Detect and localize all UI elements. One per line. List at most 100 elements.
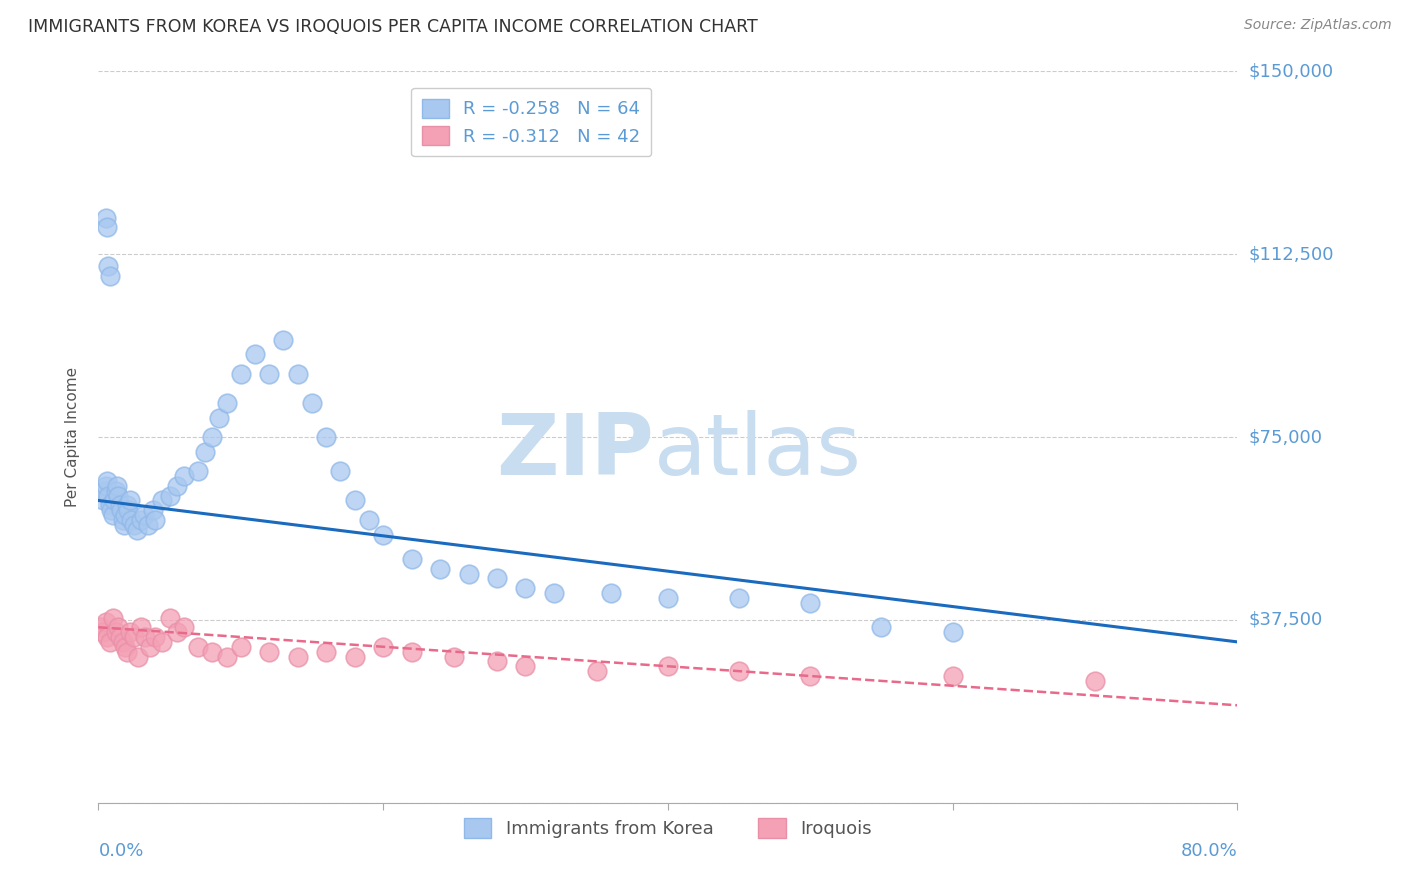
- Point: [115, 645, 138, 659]
- Point: [104, 483, 127, 498]
- Point: [287, 649, 309, 664]
- Point: [187, 464, 209, 478]
- Point: [159, 610, 181, 624]
- Point: [94, 615, 117, 630]
- Point: [101, 610, 124, 624]
- Point: [357, 513, 380, 527]
- Point: [329, 464, 352, 478]
- Point: [343, 493, 366, 508]
- Point: [111, 513, 134, 527]
- Legend: Immigrants from Korea, Iroquois: Immigrants from Korea, Iroquois: [457, 811, 879, 845]
- Point: [657, 659, 679, 673]
- Point: [799, 596, 821, 610]
- Point: [104, 625, 127, 640]
- Point: [215, 649, 238, 664]
- Point: [543, 586, 565, 600]
- Text: 80.0%: 80.0%: [1181, 842, 1237, 860]
- Point: [371, 527, 394, 541]
- Text: $150,000: $150,000: [1249, 62, 1333, 80]
- Point: [122, 630, 145, 644]
- Text: IMMIGRANTS FROM KOREA VS IROQUOIS PER CAPITA INCOME CORRELATION CHART: IMMIGRANTS FROM KOREA VS IROQUOIS PER CA…: [28, 18, 758, 36]
- Point: [98, 635, 121, 649]
- Point: [229, 640, 252, 654]
- Point: [301, 396, 323, 410]
- Point: [118, 625, 141, 640]
- Point: [728, 664, 751, 678]
- Point: [870, 620, 893, 634]
- Point: [166, 625, 188, 640]
- Text: Source: ZipAtlas.com: Source: ZipAtlas.com: [1244, 18, 1392, 32]
- Point: [343, 649, 366, 664]
- Point: [194, 444, 217, 458]
- Text: ZIP: ZIP: [496, 410, 654, 493]
- Text: $75,000: $75,000: [1249, 428, 1323, 446]
- Point: [91, 493, 114, 508]
- Point: [457, 566, 479, 581]
- Point: [105, 479, 128, 493]
- Point: [110, 503, 132, 517]
- Point: [107, 489, 129, 503]
- Point: [159, 489, 181, 503]
- Y-axis label: Per Capita Income: Per Capita Income: [65, 367, 80, 508]
- Point: [129, 620, 152, 634]
- Text: $112,500: $112,500: [1249, 245, 1334, 263]
- Point: [315, 430, 337, 444]
- Point: [371, 640, 394, 654]
- Point: [187, 640, 209, 654]
- Text: 0.0%: 0.0%: [98, 842, 143, 860]
- Point: [101, 508, 124, 522]
- Point: [115, 499, 138, 513]
- Text: $37,500: $37,500: [1249, 611, 1323, 629]
- Point: [107, 620, 129, 634]
- Point: [315, 645, 337, 659]
- Point: [515, 581, 537, 595]
- Point: [201, 645, 224, 659]
- Point: [259, 367, 281, 381]
- Point: [96, 630, 118, 644]
- Point: [103, 493, 125, 508]
- Point: [942, 669, 965, 683]
- Point: [600, 586, 623, 600]
- Point: [201, 430, 224, 444]
- Point: [122, 517, 145, 532]
- Point: [215, 396, 238, 410]
- Point: [114, 508, 136, 522]
- Point: [97, 489, 120, 503]
- Point: [728, 591, 751, 605]
- Point: [125, 523, 148, 537]
- Point: [141, 503, 163, 517]
- Point: [91, 625, 114, 640]
- Point: [112, 517, 135, 532]
- Point: [94, 479, 117, 493]
- Point: [108, 499, 131, 513]
- Point: [114, 640, 136, 654]
- Point: [401, 552, 423, 566]
- Point: [96, 220, 118, 235]
- Point: [136, 517, 159, 532]
- Point: [166, 479, 188, 493]
- Point: [152, 635, 174, 649]
- Point: [100, 503, 122, 517]
- Point: [443, 649, 465, 664]
- Point: [173, 469, 195, 483]
- Point: [98, 499, 121, 513]
- Point: [132, 508, 155, 522]
- Point: [515, 659, 537, 673]
- Point: [93, 483, 115, 498]
- Point: [134, 630, 156, 644]
- Point: [98, 269, 121, 284]
- Point: [97, 260, 120, 274]
- Point: [145, 630, 167, 644]
- Point: [145, 513, 167, 527]
- Point: [208, 410, 231, 425]
- Point: [94, 211, 117, 225]
- Text: atlas: atlas: [654, 410, 862, 493]
- Point: [799, 669, 821, 683]
- Point: [486, 654, 509, 668]
- Point: [138, 640, 160, 654]
- Point: [429, 562, 451, 576]
- Point: [942, 625, 965, 640]
- Point: [111, 635, 134, 649]
- Point: [117, 503, 139, 517]
- Point: [273, 333, 295, 347]
